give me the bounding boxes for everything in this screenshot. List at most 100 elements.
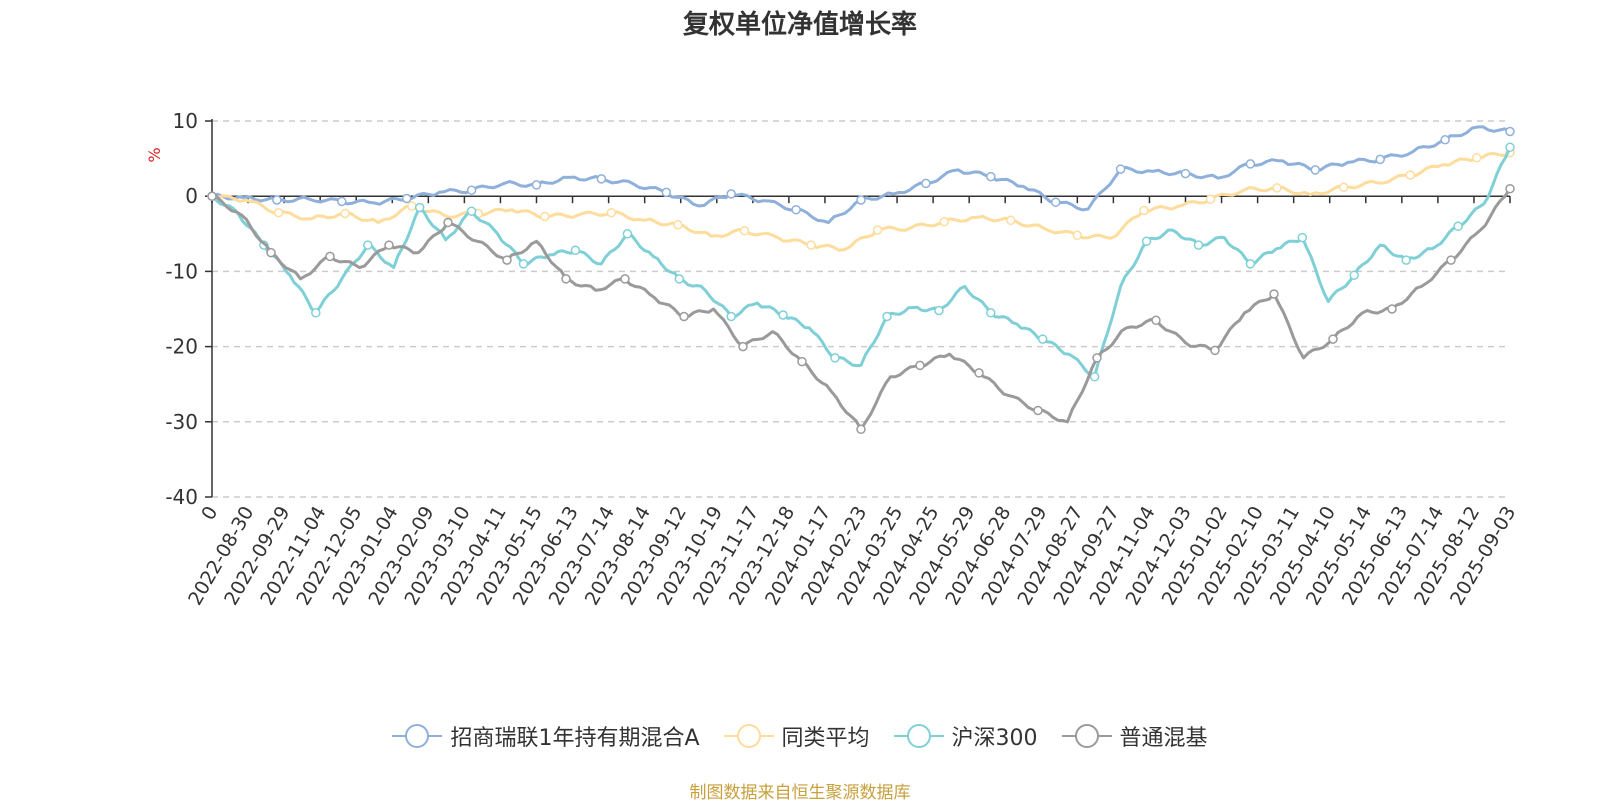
series-point	[797, 356, 807, 367]
source-note: 制图数据来自恒生聚源数据库	[689, 783, 911, 803]
series-point	[340, 208, 350, 219]
legend-marker-icon	[392, 721, 443, 751]
series-point	[661, 187, 672, 198]
series-point	[325, 251, 335, 262]
series-point	[673, 220, 683, 230]
series-point	[806, 240, 816, 250]
series-point	[561, 274, 571, 284]
legend-marker-icon	[1061, 721, 1112, 751]
series-point	[1245, 259, 1256, 269]
series-point	[872, 225, 883, 235]
legend-label: 沪深300	[951, 726, 1038, 751]
series-point	[1050, 197, 1061, 207]
series-point	[596, 174, 607, 184]
series-point	[311, 308, 321, 318]
series-point	[443, 217, 453, 228]
series-point	[791, 204, 801, 215]
series-point	[1141, 236, 1152, 247]
series-point	[1505, 126, 1515, 137]
series-point	[856, 195, 866, 205]
series-point	[363, 240, 373, 250]
series-point	[1089, 371, 1100, 382]
y-tick-label: -30	[165, 410, 198, 434]
series-point	[1092, 353, 1102, 363]
series-point	[1440, 135, 1450, 145]
series-point	[273, 207, 284, 218]
series-point	[406, 201, 417, 211]
series-point	[726, 311, 736, 322]
legend-item-2[interactable]: 沪深300	[893, 720, 1038, 752]
series-point	[1405, 170, 1415, 180]
y-tick-label: 0	[185, 184, 198, 208]
legend-item-1[interactable]: 同类平均	[723, 720, 870, 752]
chart-title: 复权单位净值增长率	[682, 10, 917, 40]
series-point	[207, 191, 217, 201]
y-tick-label: 10	[173, 109, 198, 133]
series-point	[679, 311, 689, 322]
series-point	[830, 353, 840, 363]
series-point	[620, 274, 630, 284]
series-point	[414, 202, 425, 213]
series-point	[337, 196, 347, 207]
series-point	[1151, 315, 1161, 326]
series-point	[915, 360, 925, 371]
series-point	[1269, 289, 1279, 299]
series-point	[1210, 345, 1220, 356]
series-point	[856, 424, 866, 435]
legend-label: 普通混基	[1119, 726, 1208, 751]
series-point	[1505, 142, 1515, 153]
series-point	[921, 178, 931, 189]
series-point	[1037, 334, 1048, 344]
series-point	[1446, 255, 1456, 265]
series-point	[739, 226, 750, 236]
legend-label: 招商瑞联1年持有期混合A	[450, 726, 700, 751]
series-point	[1272, 183, 1282, 193]
series-line	[211, 187, 1512, 431]
series-point	[738, 341, 748, 352]
y-tick-label: -20	[165, 335, 198, 359]
legend-label: 同类平均	[781, 726, 870, 751]
series-point	[674, 274, 685, 284]
axes	[205, 119, 1511, 498]
series-point	[502, 255, 512, 265]
series-point	[726, 189, 736, 199]
series-point	[606, 207, 617, 218]
series-point	[1139, 205, 1149, 216]
series-point	[466, 206, 477, 216]
series-point	[1471, 153, 1482, 163]
series-point	[1375, 154, 1385, 165]
legend-marker-icon	[893, 721, 944, 751]
grid-lines	[212, 120, 1510, 498]
y-tick-label: -10	[165, 259, 198, 283]
series-point	[939, 217, 949, 227]
series-point	[518, 259, 529, 269]
series-point	[1072, 230, 1083, 241]
legend-item-3[interactable]: 普通混基	[1061, 720, 1208, 752]
series-line	[210, 146, 1512, 379]
series-point	[1245, 159, 1256, 169]
series-point	[570, 245, 581, 256]
series-point	[1006, 215, 1016, 226]
series-point	[1349, 270, 1359, 280]
series-point	[1387, 304, 1397, 314]
series-point	[540, 211, 550, 222]
series-point	[1328, 334, 1338, 344]
y-tick-label: -40	[165, 485, 198, 509]
legend-marker-icon	[723, 721, 774, 751]
series-point	[1033, 405, 1043, 416]
series-line	[211, 151, 1511, 252]
series-point	[1505, 183, 1515, 194]
series-point	[1297, 232, 1308, 243]
legend-item-0[interactable]: 招商瑞联1年持有期混合A	[392, 720, 700, 752]
x-tick-label: 0	[197, 503, 222, 524]
series-point	[1453, 221, 1463, 232]
series-point	[266, 247, 276, 258]
series-point	[1180, 168, 1191, 179]
series-point	[466, 185, 477, 195]
series-point	[531, 180, 542, 190]
series-point	[1193, 240, 1204, 250]
series-lines	[207, 125, 1515, 435]
series-point	[622, 229, 633, 239]
series-point	[882, 311, 892, 322]
